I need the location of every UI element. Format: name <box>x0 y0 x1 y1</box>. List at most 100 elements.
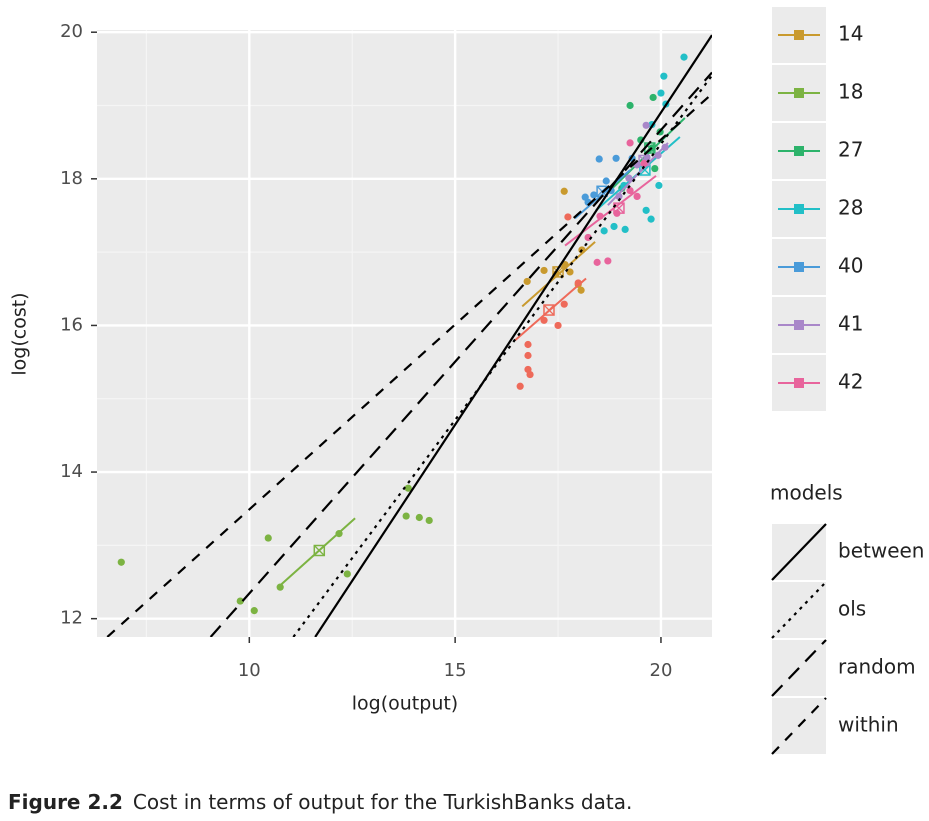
model-line <box>314 34 712 637</box>
plot-area <box>106 34 712 637</box>
point <box>626 139 634 147</box>
x-tick-label: 15 <box>444 660 467 681</box>
point <box>264 534 272 542</box>
point <box>595 155 603 163</box>
point <box>524 351 532 360</box>
center-marker-cross <box>613 202 625 214</box>
x-tick-label: 20 <box>650 660 673 681</box>
point <box>640 159 648 168</box>
point <box>117 558 125 566</box>
point <box>657 89 665 97</box>
x-axis-title: log(output) <box>352 693 458 715</box>
point <box>633 192 641 201</box>
legend-label: 41 <box>838 312 863 336</box>
model-line <box>106 92 712 637</box>
legend-marker <box>794 378 804 388</box>
caption: Figure 2.2 Cost in terms of output for th… <box>8 790 632 814</box>
point <box>236 597 244 605</box>
legend-marker <box>794 30 804 40</box>
center-marker <box>313 544 326 557</box>
point <box>654 151 662 159</box>
point <box>604 257 612 265</box>
point <box>626 186 634 195</box>
point <box>660 72 668 80</box>
point <box>590 191 598 199</box>
point <box>593 258 601 266</box>
legend-key <box>771 697 827 755</box>
point <box>540 266 548 275</box>
legend-label: 14 <box>838 22 863 46</box>
panel <box>97 30 712 637</box>
legend-line <box>771 697 827 755</box>
point <box>610 222 618 231</box>
model-line <box>209 71 712 637</box>
caption-text: Cost in terms of output for the TurkishB… <box>133 790 632 814</box>
legend-line <box>771 639 827 697</box>
legend-label: 18 <box>838 80 863 104</box>
legend-label: ols <box>838 597 866 621</box>
legend-marker <box>794 88 804 98</box>
legend-title: models <box>770 481 843 505</box>
center-marker-cross <box>313 545 325 556</box>
legend-label: 28 <box>838 196 863 220</box>
point <box>402 512 410 520</box>
point <box>250 607 258 615</box>
legend-key <box>771 639 827 697</box>
point <box>651 164 659 173</box>
point <box>625 174 633 182</box>
x-tick-label: 10 <box>238 660 261 681</box>
point <box>276 583 284 591</box>
caption-label: Figure 2.2 <box>8 790 123 814</box>
fit-line <box>574 169 631 220</box>
center-marker <box>543 304 555 316</box>
point <box>621 225 629 234</box>
point <box>540 316 548 324</box>
y-tick-label: 20 <box>60 21 83 42</box>
point <box>560 187 568 195</box>
point <box>680 53 688 61</box>
legend-marker <box>794 204 804 214</box>
legend-key <box>771 581 827 639</box>
y-tick-label: 18 <box>60 168 83 189</box>
point <box>523 277 531 286</box>
point <box>343 570 351 578</box>
point <box>612 154 620 162</box>
legend-key <box>771 523 827 581</box>
point <box>526 370 534 379</box>
point <box>516 382 524 390</box>
legend-label: random <box>838 655 916 679</box>
point <box>554 321 562 330</box>
point <box>581 193 589 201</box>
point <box>577 286 585 294</box>
point <box>642 206 650 214</box>
point <box>425 516 433 525</box>
legend-line <box>771 581 827 639</box>
legend-marker <box>794 146 804 156</box>
point <box>642 121 650 129</box>
point <box>655 181 663 190</box>
legend-label: 27 <box>838 138 863 162</box>
center-marker-cross <box>639 164 651 176</box>
point <box>560 300 568 308</box>
y-tick-label: 16 <box>60 314 83 335</box>
legend-label: 40 <box>838 254 863 278</box>
point <box>602 177 610 185</box>
legend-line <box>771 523 827 581</box>
legend-marker <box>794 320 804 330</box>
point <box>524 340 532 349</box>
point <box>626 101 634 110</box>
legend-label: 42 <box>838 370 863 394</box>
y-tick-label: 14 <box>60 461 83 482</box>
point <box>600 227 608 235</box>
point <box>564 213 572 221</box>
point <box>404 484 412 492</box>
center-marker <box>613 202 625 214</box>
point <box>649 93 657 102</box>
fit-line <box>521 241 596 308</box>
y-tick-label: 12 <box>60 608 83 629</box>
point <box>647 215 655 223</box>
center-marker-cross <box>543 304 555 316</box>
legend-label: within <box>838 713 899 737</box>
